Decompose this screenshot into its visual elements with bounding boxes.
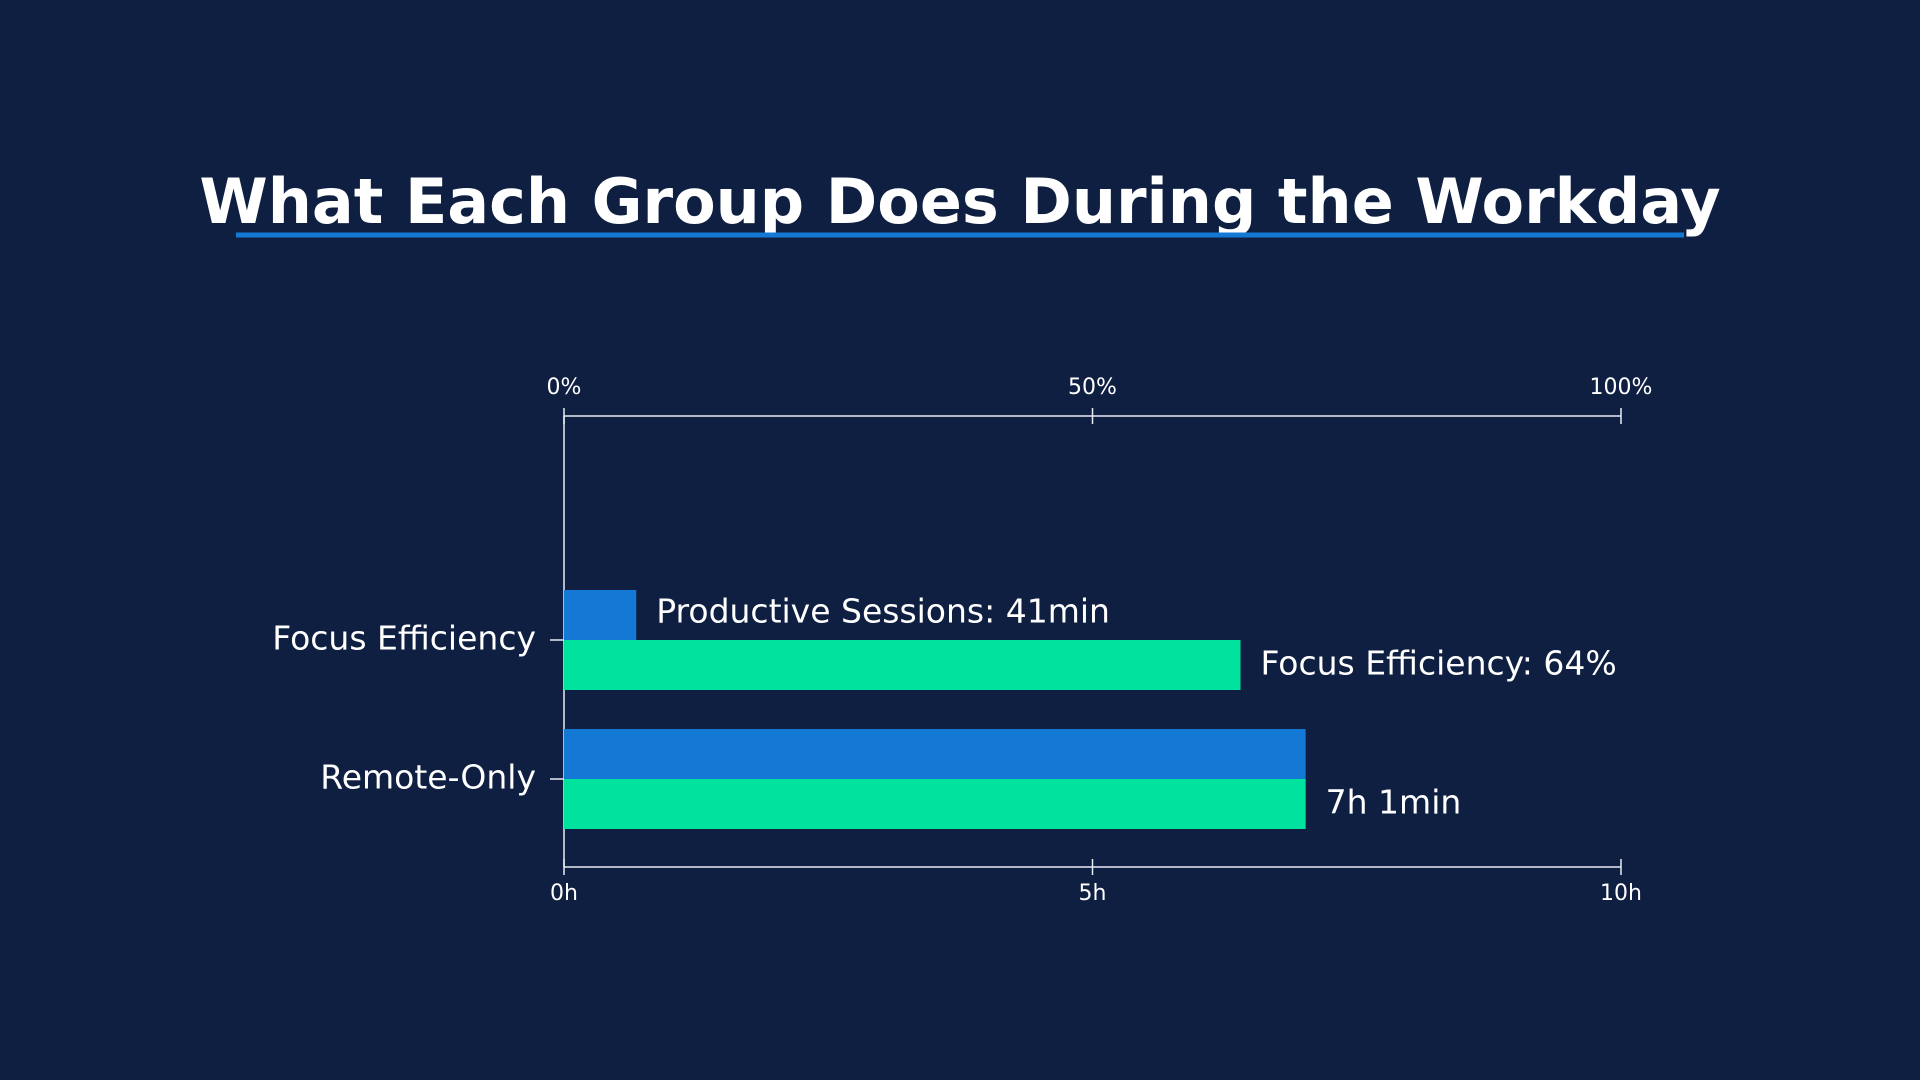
bar <box>564 779 1306 829</box>
x2-tick-label: 100% <box>1590 375 1653 400</box>
bar <box>564 590 637 640</box>
y-tick-label: Remote-Only <box>320 758 536 797</box>
x-tick-label: 0h <box>550 881 578 906</box>
value-label: Focus Efficiency: 64% <box>1260 644 1616 683</box>
value-label: 7h 1min <box>1326 783 1462 822</box>
bar <box>564 729 1306 779</box>
bar <box>564 640 1241 690</box>
x2-tick-label: 50% <box>1068 375 1117 400</box>
x-tick-label: 5h <box>1079 881 1107 906</box>
chart-title: What Each Group Does During the Workday <box>199 165 1720 238</box>
x-tick-label: 10h <box>1600 881 1642 906</box>
y-tick-label: Focus Efficiency <box>272 619 536 658</box>
value-label: Productive Sessions: 41min <box>656 592 1110 631</box>
x2-tick-label: 0% <box>547 375 582 400</box>
